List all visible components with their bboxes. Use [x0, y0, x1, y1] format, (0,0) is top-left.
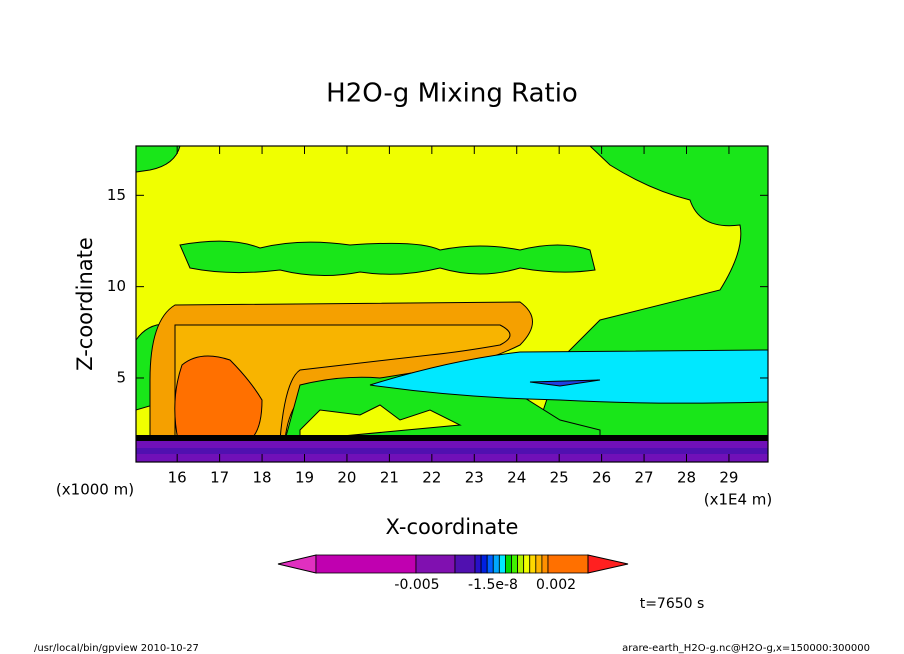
x-tick-label: 22	[422, 469, 441, 487]
time-label: t=7650 s	[640, 596, 705, 612]
region	[136, 435, 768, 441]
colorbar-cell	[511, 554, 518, 574]
y-tick-label: 15	[107, 186, 126, 204]
colorbar-cell	[480, 554, 488, 574]
colorbar-cell	[498, 554, 506, 574]
y-tick-label: 10	[107, 277, 126, 295]
colorbar-cell	[454, 554, 476, 574]
colorbar-cell	[415, 554, 456, 574]
frame	[135, 145, 769, 463]
colorbar-cell	[523, 554, 531, 574]
x-tick-label: 17	[210, 469, 229, 487]
colorbar-cell	[486, 554, 494, 574]
footer-left: /usr/local/bin/gpview 2010-10-27	[34, 643, 199, 654]
y-unit: (x1000 m)	[56, 481, 134, 499]
y-axis-label: Z-coordinate	[73, 237, 97, 371]
colorbar-cell	[541, 554, 549, 574]
colorbar-tick-label: -0.005	[394, 577, 439, 593]
region	[174, 355, 263, 441]
colorbar-cell	[547, 554, 589, 574]
x-tick-label: 25	[550, 469, 569, 487]
colorbar-cell	[492, 554, 500, 574]
x-tick-label: 29	[719, 469, 738, 487]
colorbar: -0.005 -1.5e-8 0.002	[277, 554, 629, 593]
colorbar-cell	[315, 554, 417, 574]
x-tick-label: 16	[168, 469, 187, 487]
region	[369, 349, 769, 404]
colorbar-cell	[529, 554, 537, 574]
chart-title: H2O-g Mixing Ratio	[326, 79, 578, 109]
contour-field	[135, 145, 769, 463]
x-axis-label: X-coordinate	[386, 515, 519, 539]
region	[135, 145, 181, 173]
x-tick-label: 21	[380, 469, 399, 487]
x-tick-label: 28	[677, 469, 696, 487]
x-tick-label: 27	[635, 469, 654, 487]
colorbar-cell	[535, 554, 543, 574]
colorbar-end	[277, 554, 317, 574]
x-tick-label: 18	[253, 469, 272, 487]
colorbar-tick-label: 0.002	[536, 577, 576, 593]
axes: 16 17 18 19 20 21 22 23 24 25 26 27 28 29 5 10 15	[107, 146, 768, 487]
x-tick-label: 20	[337, 469, 356, 487]
x-tick-label: 19	[295, 469, 314, 487]
x-unit: (x1E4 m)	[704, 491, 773, 509]
footer-right: arare-earth_H2O-g.nc@H2O-g,x=150000:3000…	[622, 643, 870, 654]
colorbar-cell	[505, 554, 512, 574]
region	[136, 448, 768, 454]
colorbar-tick-label: -1.5e-8	[468, 577, 518, 593]
colorbar-end	[587, 554, 629, 574]
y-tick-label: 5	[116, 368, 126, 386]
x-tick-label: 23	[465, 469, 484, 487]
colorbar-cell	[517, 554, 525, 574]
region	[179, 240, 596, 277]
colorbar-cell	[474, 554, 482, 574]
x-tick-label: 26	[592, 469, 611, 487]
x-tick-label: 24	[507, 469, 526, 487]
region	[529, 379, 601, 387]
